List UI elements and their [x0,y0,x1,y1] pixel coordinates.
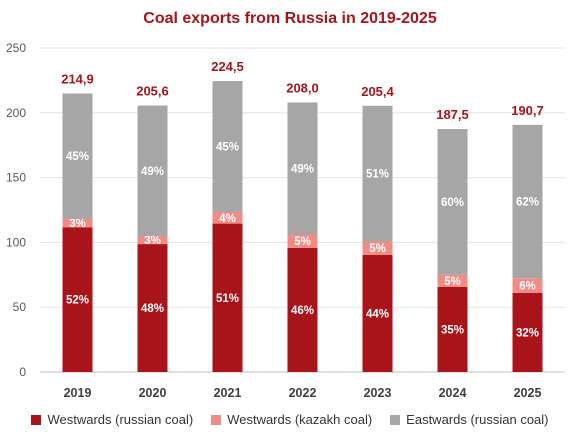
bar-2021-series-2 [212,81,243,212]
data-label-2023-series-1: 5% [369,243,386,255]
total-label-2022: 208,0 [286,80,319,95]
data-label-2023-series-0: 44% [366,308,389,320]
total-label-2025: 190,7 [511,103,544,118]
data-label-2021-series-1: 4% [219,213,236,225]
legend: Westwards (russian coal) Westwards (kaza… [0,412,580,427]
legend-label-westwards-kazakh: Westwards (kazakh coal) [227,412,373,427]
legend-item-westwards-kazakh: Westwards (kazakh coal) [211,412,372,427]
bar-2020-series-2 [137,105,168,237]
y-tick-label-50: 50 [13,300,27,314]
bar-2025-series-2 [512,124,543,279]
legend-item-westwards-russian: Westwards (russian coal) [31,412,193,427]
bar-2023-series-1 [362,241,393,255]
y-tick-label-200: 200 [6,106,26,120]
data-label-2023-series-2: 51% [366,169,389,181]
bar-2025-series-1 [512,278,543,293]
data-label-2025-series-1: 6% [519,281,536,293]
total-label-2024: 187,5 [436,107,469,122]
x-tick-label-2022: 2022 [289,386,317,400]
bar-2019-series-2 [62,93,93,219]
bar-2024-series-0 [437,286,468,372]
x-tick-label-2024: 2024 [439,386,467,400]
y-tick-label-250: 250 [6,41,26,55]
x-tick-label-2021: 2021 [214,386,242,400]
bar-2023-series-0 [362,254,393,372]
total-label-2023: 205,4 [361,84,394,99]
bar-2024-series-2 [437,129,468,275]
y-tick-label-100: 100 [6,235,26,249]
y-tick-label-0: 0 [19,365,26,379]
bar-2021-series-1 [212,211,243,224]
data-label-2020-series-0: 48% [141,303,164,315]
data-label-2021-series-2: 45% [216,141,239,153]
data-label-2021-series-0: 51% [216,293,239,305]
data-label-2022-series-0: 46% [291,305,314,317]
bar-2022-series-2 [287,102,318,235]
bar-2019-series-0 [62,227,93,372]
bar-2023-series-2 [362,105,393,242]
y-tick-label-150: 150 [6,171,26,185]
total-label-2019: 214,9 [61,71,94,86]
bar-2022-series-1 [287,234,318,248]
data-label-2019-series-0: 52% [66,295,89,307]
data-label-2022-series-1: 5% [294,236,311,248]
x-tick-label-2023: 2023 [364,386,392,400]
data-label-2024-series-2: 60% [441,197,464,209]
data-label-2019-series-2: 45% [66,151,89,163]
total-label-2020: 205,6 [136,84,169,99]
bar-2021-series-0 [212,223,243,372]
chart-title: Coal exports from Russia in 2019-2025 [143,10,437,27]
legend-label-westwards-russian: Westwards (russian coal) [47,412,194,427]
data-label-2024-series-1: 5% [444,276,461,288]
bar-2020-series-1 [137,236,168,245]
data-label-2020-series-1: 3% [144,235,161,247]
data-label-2025-series-0: 32% [516,327,539,339]
data-label-2025-series-2: 62% [516,197,539,209]
bar-2020-series-0 [137,244,168,372]
legend-item-eastwards-russian: Eastwards (russian coal) [390,412,549,427]
bar-2025-series-0 [512,292,543,372]
bar-2022-series-0 [287,247,318,372]
total-label-2021: 224,5 [211,59,244,74]
legend-swatch-westwards-kazakh [211,414,222,425]
data-label-2024-series-0: 35% [441,324,464,336]
data-label-2019-series-1: 3% [69,218,86,230]
x-tick-label-2020: 2020 [139,386,167,400]
bar-2019-series-1 [62,218,93,228]
x-tick-label-2019: 2019 [64,386,92,400]
legend-label-eastwards-russian: Eastwards (russian coal) [406,412,549,427]
data-label-2022-series-2: 49% [291,163,314,175]
legend-swatch-eastwards-russian [390,414,401,425]
data-label-2020-series-2: 49% [141,166,164,178]
x-tick-label-2025: 2025 [514,386,542,400]
legend-swatch-westwards-russian [31,414,42,425]
bar-2024-series-1 [437,274,468,287]
